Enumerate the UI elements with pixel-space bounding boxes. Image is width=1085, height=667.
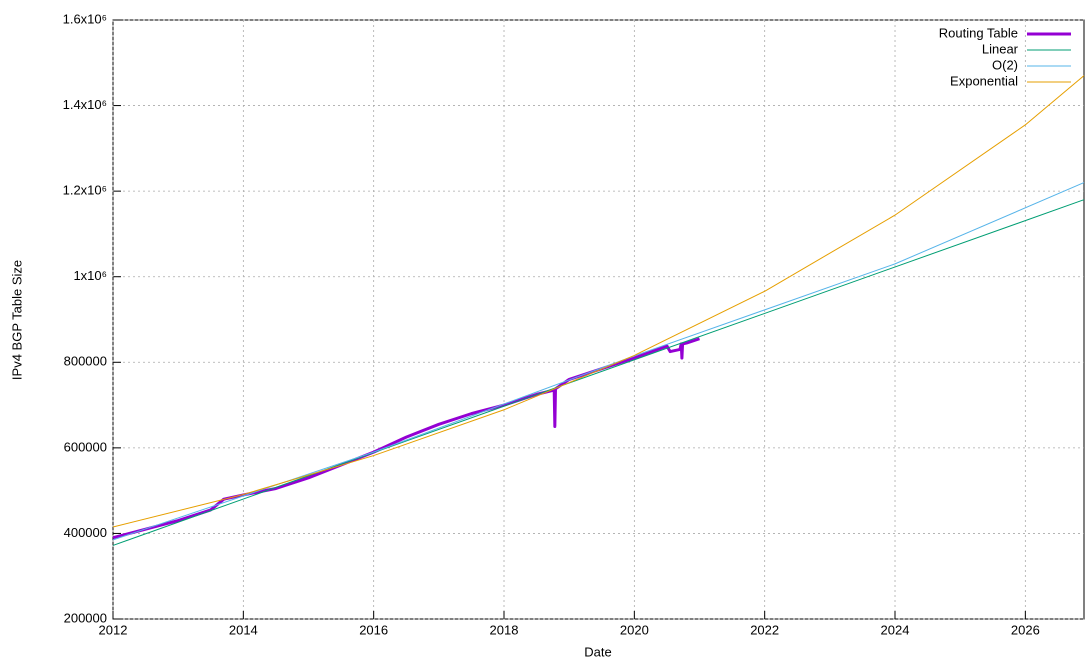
- x-tick-label: 2024: [881, 622, 910, 637]
- series-line: [112, 199, 1085, 546]
- series-line: [112, 75, 1085, 528]
- y-tick-label: 1x10⁶: [73, 268, 107, 283]
- legend-label: O(2): [992, 57, 1018, 72]
- y-tick-label: 400000: [64, 525, 107, 540]
- y-tick-label: 600000: [64, 439, 107, 454]
- legend-label: Exponential: [950, 73, 1018, 88]
- x-tick-label: 2022: [750, 622, 779, 637]
- y-tick-label: 1.2x10⁶: [63, 183, 107, 198]
- legend-label: Linear: [982, 41, 1019, 56]
- y-axis-label: IPv4 BGP Table Size: [9, 260, 24, 380]
- x-axis-label: Date: [584, 644, 611, 659]
- x-tick-label: 2018: [490, 622, 519, 637]
- legend-label: Routing Table: [939, 25, 1018, 40]
- y-tick-label: 200000: [64, 610, 107, 625]
- series-line: [112, 182, 1085, 541]
- y-tick-label: 1.6x10⁶: [63, 11, 107, 26]
- x-tick-label: 2012: [99, 622, 128, 637]
- plot-frame: [112, 19, 1085, 620]
- series-line: [112, 337, 700, 540]
- x-tick-label: 2014: [229, 622, 258, 637]
- x-tick-label: 2016: [359, 622, 388, 637]
- y-tick-label: 1.4x10⁶: [63, 97, 107, 112]
- x-tick-label: 2020: [620, 622, 649, 637]
- y-tick-label: 800000: [64, 354, 107, 369]
- x-tick-label: 2026: [1011, 622, 1040, 637]
